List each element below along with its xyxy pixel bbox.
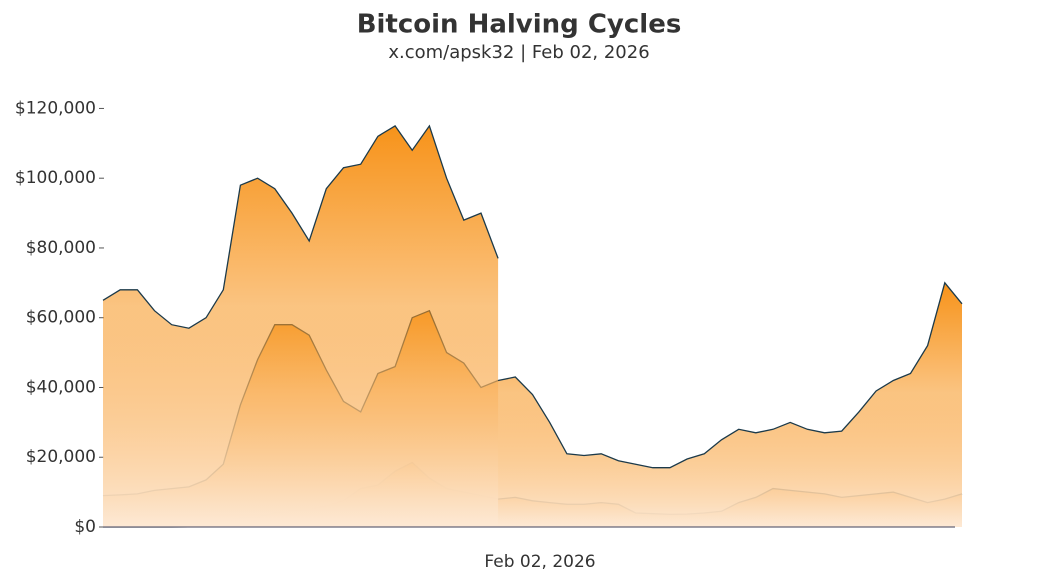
y-tick-label: $60,000 — [26, 308, 96, 328]
x-axis-label: Feb 02, 2026 — [484, 552, 595, 572]
y-tick-label: $80,000 — [26, 238, 96, 258]
line — [102, 124, 499, 329]
y-tick-label: $0 — [74, 517, 96, 537]
area — [103, 125, 499, 528]
y-tick-label: $100,000 — [15, 168, 96, 188]
chart-title: Bitcoin Halving Cycles — [357, 10, 682, 40]
y-tick-label: $20,000 — [26, 447, 96, 467]
chart-subtitle: x.com/apsk32 | Feb 02, 2026 — [388, 42, 649, 63]
y-tick-label: $40,000 — [26, 377, 96, 397]
y-tick-label: $120,000 — [15, 98, 96, 118]
